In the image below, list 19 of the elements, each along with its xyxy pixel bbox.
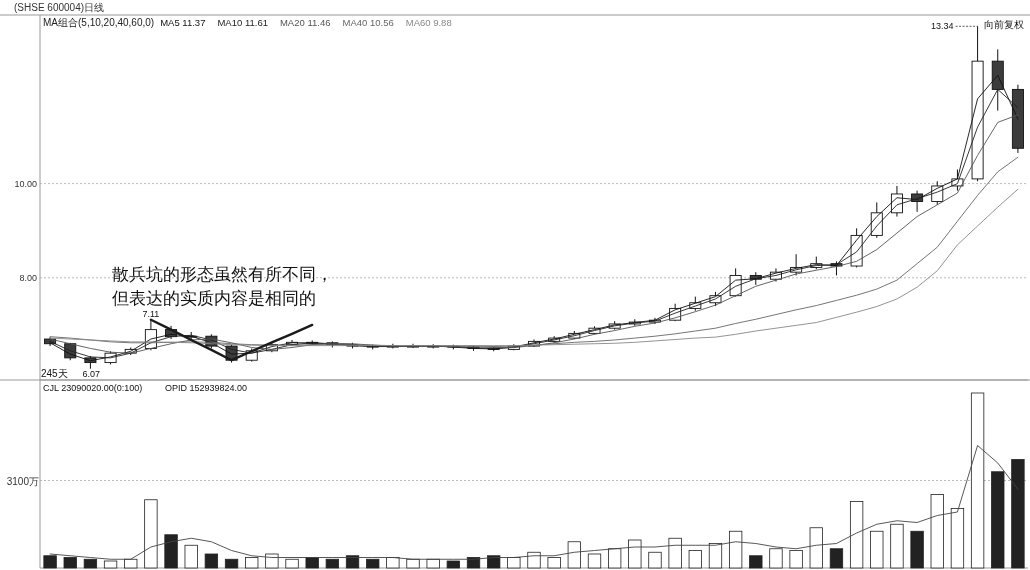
text: MA60 9.88	[405, 17, 452, 28]
y-tick-label: 10.00	[14, 178, 37, 189]
annotation: 7.11	[142, 308, 160, 319]
y-tick-label: 8.00	[19, 272, 37, 283]
annotation: 13.34	[931, 21, 954, 32]
text: MA5 11.37	[160, 17, 206, 28]
annotation: 但表达的实质内容是相同的	[112, 289, 316, 307]
text: MA40 10.56	[342, 17, 394, 28]
text: MA10 11.61	[217, 17, 268, 28]
annotation: 向前复权	[984, 19, 1024, 30]
text: MA20 11.46	[279, 17, 331, 28]
annotation: CJL 23090020.00(0:100)	[43, 383, 143, 393]
annotation: OPID 152939824.00	[165, 383, 248, 393]
legend-title: MA组合(5,10,20,40,60,0)	[43, 17, 155, 28]
annotation: 散兵坑的形态虽然有所不同，	[112, 265, 333, 283]
ref-line-label: 3100万	[6, 475, 39, 487]
chart-title: (SHSE 600004)日线	[14, 2, 105, 13]
annotation: 6.07	[82, 369, 100, 380]
annotation: 245天	[41, 368, 68, 379]
